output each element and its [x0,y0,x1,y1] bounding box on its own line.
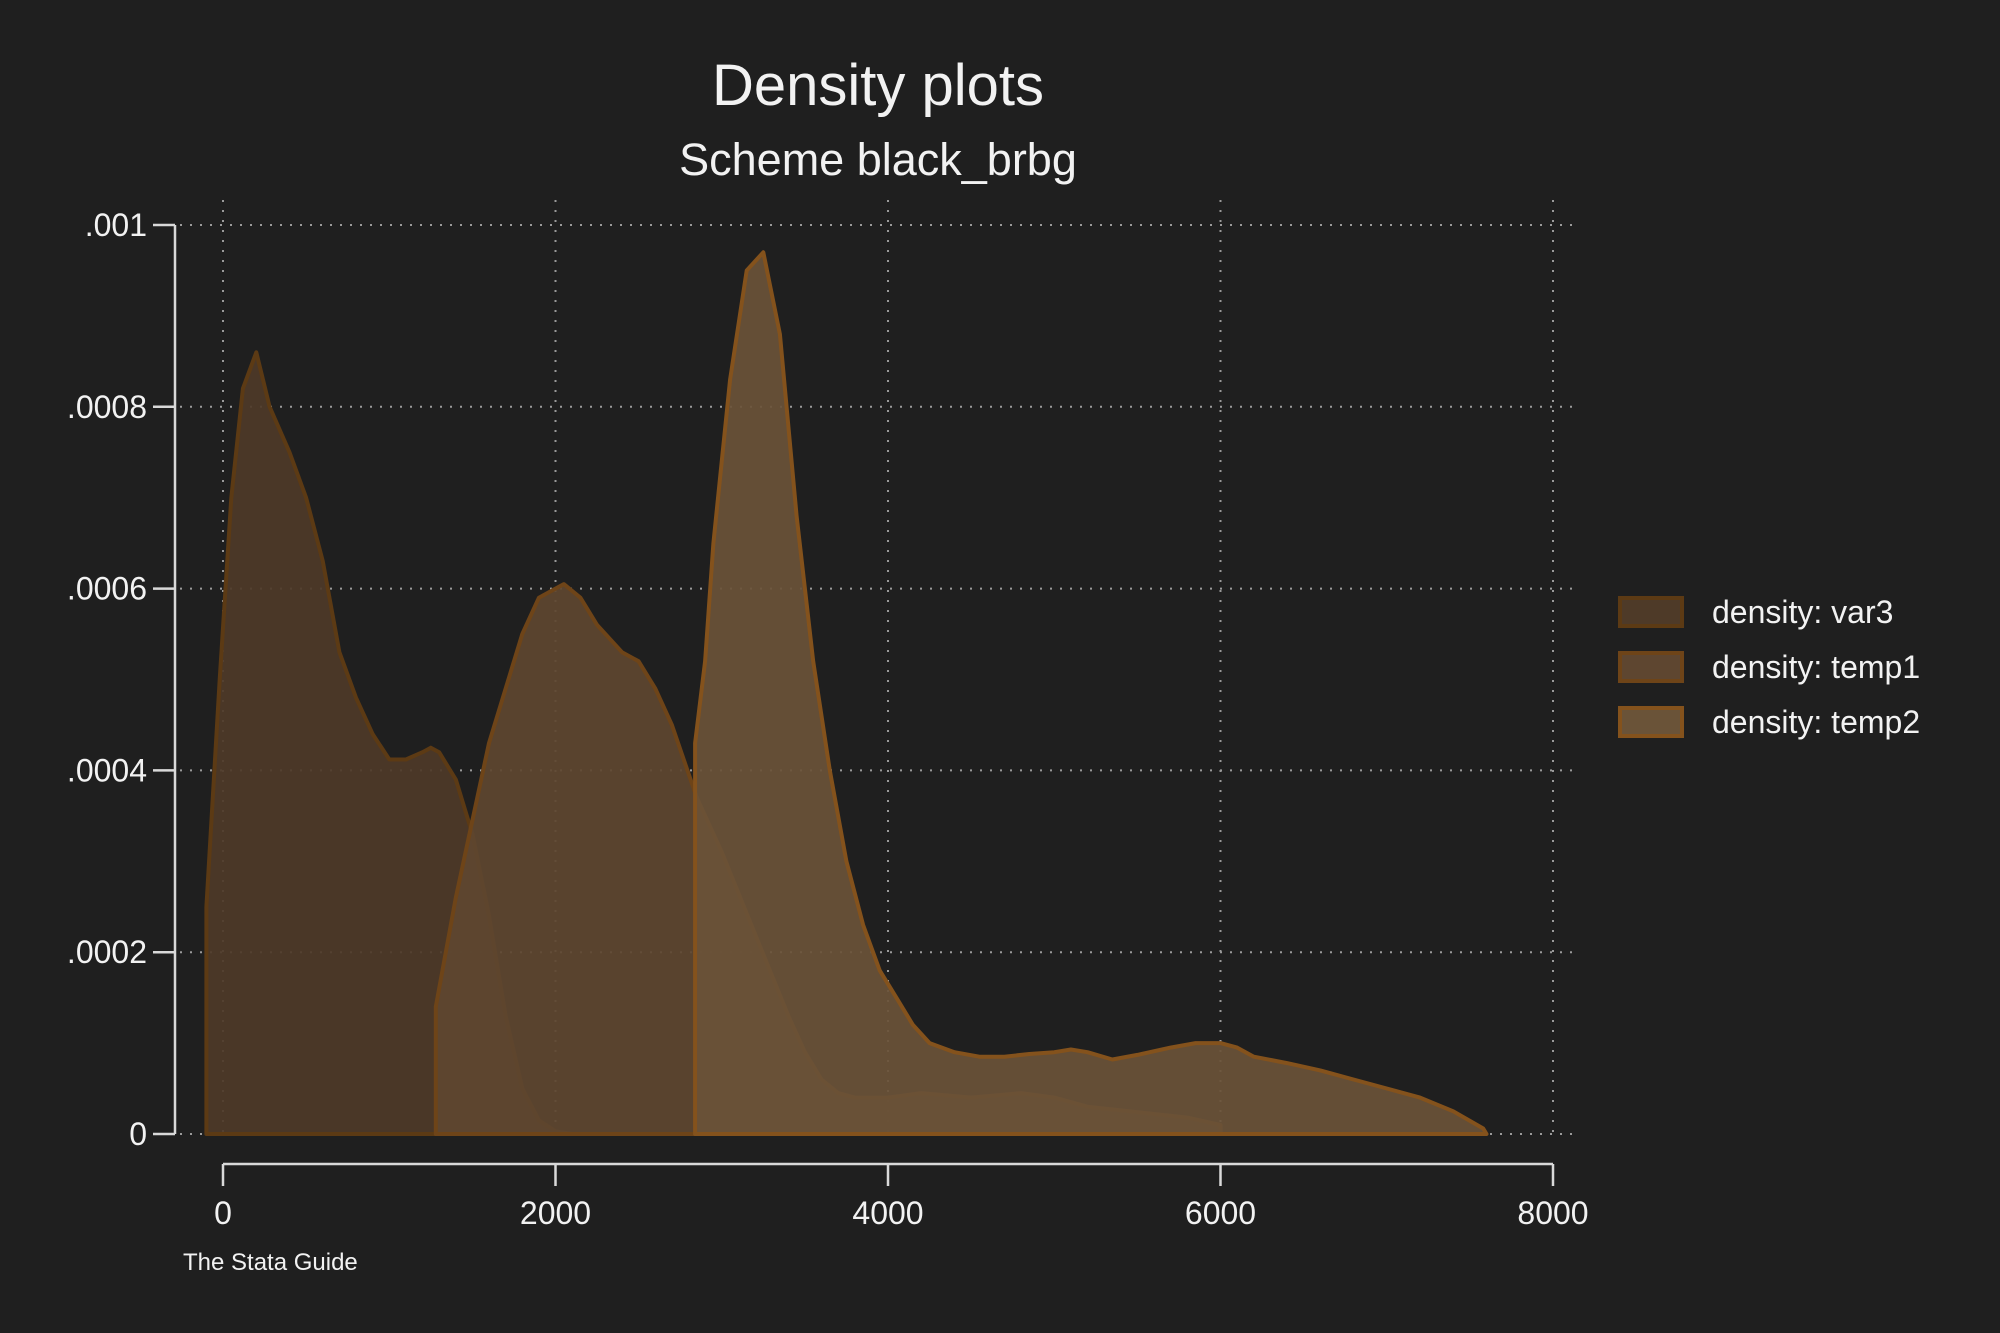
legend-swatch [1618,596,1684,628]
legend-swatch [1618,651,1684,683]
legend-label: density: temp2 [1712,704,1920,740]
y-tick-label: .0006 [67,571,147,607]
x-tick-label: 6000 [1185,1195,1256,1231]
y-tick-label: .001 [85,207,147,243]
x-tick-label: 2000 [520,1195,591,1231]
x-tick-label: 4000 [852,1195,923,1231]
chart-subtitle: Scheme black_brbg [679,134,1077,185]
legend-label: density: var3 [1712,594,1893,630]
chart-title: Density plots [712,53,1044,118]
y-tick-label: 0 [129,1116,147,1152]
chart-note: The Stata Guide [183,1249,358,1276]
y-tick-label: .0008 [67,389,147,425]
x-tick-label: 0 [214,1195,232,1231]
y-tick-label: .0002 [67,934,147,970]
y-axis-ticks: 0 .0002 .0004 .0006 .0008 .001 [67,207,175,1152]
legend: density: var3 density: temp1 density: temp… [1618,594,1920,740]
y-tick-label: .0004 [67,752,147,788]
x-axis-ticks: 0 2000 4000 6000 8000 [214,1164,1589,1231]
legend-swatch [1618,706,1684,738]
legend-label: density: temp1 [1712,649,1920,685]
density-areas [204,250,1489,1136]
x-tick-label: 8000 [1517,1195,1588,1231]
density-area-3 [693,250,1489,1136]
